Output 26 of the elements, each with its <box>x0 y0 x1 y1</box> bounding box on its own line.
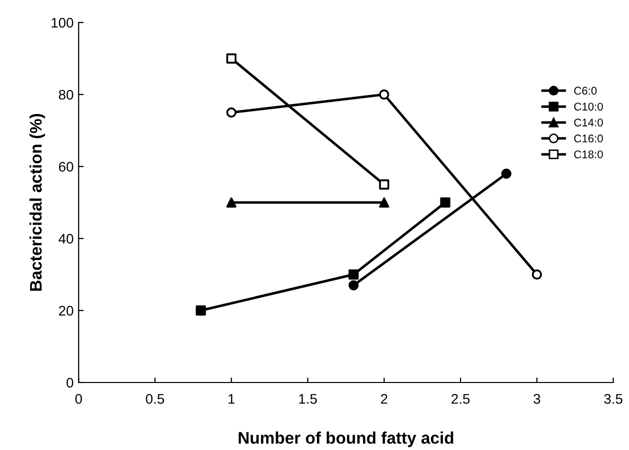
y-axis-title: Bactericidal action (%) <box>30 114 46 291</box>
x-axis-title: Number of bound fatty acid <box>238 432 454 448</box>
x-tick-label: 2.5 <box>452 394 470 404</box>
y-tick-label: 60 <box>59 162 74 172</box>
point <box>196 305 206 316</box>
legend-label: C18:0 <box>574 150 603 158</box>
y-tick-label: 0 <box>66 378 74 388</box>
y-tick-label: 20 <box>59 306 74 316</box>
legend-label: C10:0 <box>574 102 603 111</box>
y-tick-label: 80 <box>58 90 74 100</box>
x-tick-label: 0.5 <box>146 394 164 404</box>
x-tick-label: 3.5 <box>604 394 622 404</box>
legend-label: C16:0 <box>574 134 603 142</box>
x-tick-label: 0 <box>75 394 82 404</box>
legend-label: C6:0 <box>574 86 597 95</box>
point <box>226 53 236 64</box>
legend-label: C14:0 <box>574 118 603 126</box>
x-tick-label: 2 <box>380 394 388 404</box>
point <box>348 269 359 280</box>
x-tick-label: 1 <box>228 394 235 404</box>
x-tick-label: 1.5 <box>299 394 317 404</box>
y-tick-label: 100 <box>52 18 74 28</box>
point <box>379 179 390 190</box>
point <box>440 197 450 208</box>
x-tick-label: 3 <box>534 394 540 404</box>
y-tick-label: 40 <box>58 234 74 244</box>
